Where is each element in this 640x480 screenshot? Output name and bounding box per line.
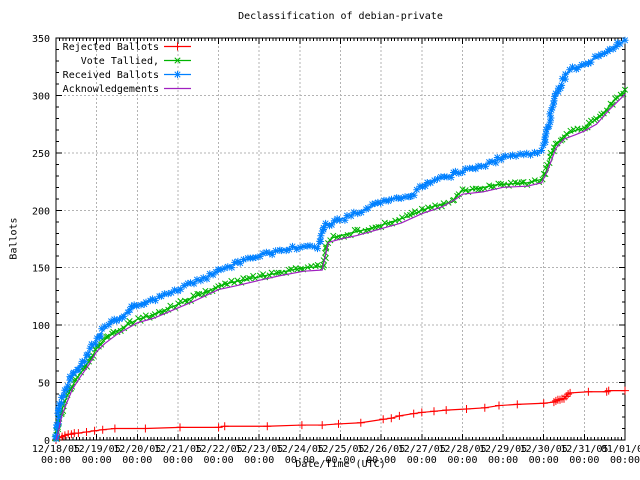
x-tick-date: 12/25/05 — [316, 444, 364, 455]
x-tick-date: 12/26/05 — [357, 444, 405, 455]
chart-title: Declassification of debian-private — [238, 11, 443, 22]
x-tick-time: 00:00 — [325, 455, 355, 466]
y-tick-label: 50 — [38, 379, 50, 390]
x-tick-time: 00:00 — [407, 455, 437, 466]
x-tick-date: 12/23/05 — [235, 444, 283, 455]
legend-label: Rejected Ballots — [63, 42, 159, 53]
x-tick-date: 12/18/05 — [32, 444, 80, 455]
y-tick-labels: 0 50 100 150 200 250 300 350 — [32, 34, 50, 447]
x-axis-label: Date/Time (UTC) — [295, 459, 386, 470]
grid-lines — [56, 37, 625, 440]
x-tick-time: 00:00 — [447, 455, 477, 466]
y-tick-label: 350 — [32, 34, 50, 45]
y-tick-label: 300 — [32, 91, 50, 102]
series-received-ballots — [51, 36, 629, 443]
plot-frame — [55, 37, 626, 441]
x-tick-time: 00:00 — [82, 455, 112, 466]
legend-item-1: Rejected Ballots — [63, 42, 191, 53]
x-tick-time: 00:00 — [41, 455, 71, 466]
x-tick-date: 12/22/05 — [194, 444, 242, 455]
legend-item-2: Vote Tallied, — [81, 56, 191, 67]
x-tick-date: 12/28/05 — [438, 444, 486, 455]
x-tick-date: 12/30/05 — [520, 444, 568, 455]
x-tick-date: 12/24/05 — [276, 444, 324, 455]
legend-item-3: Received Ballots — [63, 70, 191, 81]
y-tick-label: 0 — [44, 436, 50, 447]
legend-label: Acknowledgements — [63, 84, 159, 95]
x-tick-time: 00:00 — [204, 455, 234, 466]
legend: Rejected Ballots Vote Tallied, Received Ba… — [63, 42, 191, 95]
x-tick-date: 12/29/05 — [479, 444, 527, 455]
x-tick-time: 00:00 — [285, 455, 315, 466]
x-tick-time: 00:00 — [569, 455, 599, 466]
series-vote-tallied — [52, 86, 629, 442]
y-tick-label: 150 — [32, 264, 50, 275]
legend-label: Vote Tallied, — [81, 56, 159, 67]
x-tick-labels: 12/18/0500:0012/19/0500:0012/20/0500:001… — [32, 444, 640, 466]
x-tick-date: 12/31/05 — [560, 444, 608, 455]
x-tick-time: 00:00 — [529, 455, 559, 466]
x-tick-time: 00:00 — [122, 455, 152, 466]
y-tick-label: 100 — [32, 321, 50, 332]
x-tick-date: 12/19/05 — [73, 444, 121, 455]
x-tick-time: 00:00 — [366, 455, 396, 466]
legend-label: Received Ballots — [63, 70, 159, 81]
series-rejected-ballots — [52, 386, 629, 444]
x-tick-date: 12/20/05 — [113, 444, 161, 455]
x-tick-time: 00:00 — [610, 455, 640, 466]
legend-item-4: Acknowledgements — [63, 84, 191, 95]
x-tick-time: 00:00 — [244, 455, 274, 466]
series-acknowledgements — [55, 93, 626, 441]
x-tick-time: 00:00 — [163, 455, 193, 466]
y-tick-label: 250 — [32, 149, 50, 160]
x-tick-time: 00:00 — [488, 455, 518, 466]
y-tick-label: 200 — [32, 206, 50, 217]
x-tick-date: 12/21/05 — [154, 444, 202, 455]
x-tick-date: 01/01/06 — [601, 444, 640, 455]
x-tick-date: 12/27/05 — [398, 444, 446, 455]
